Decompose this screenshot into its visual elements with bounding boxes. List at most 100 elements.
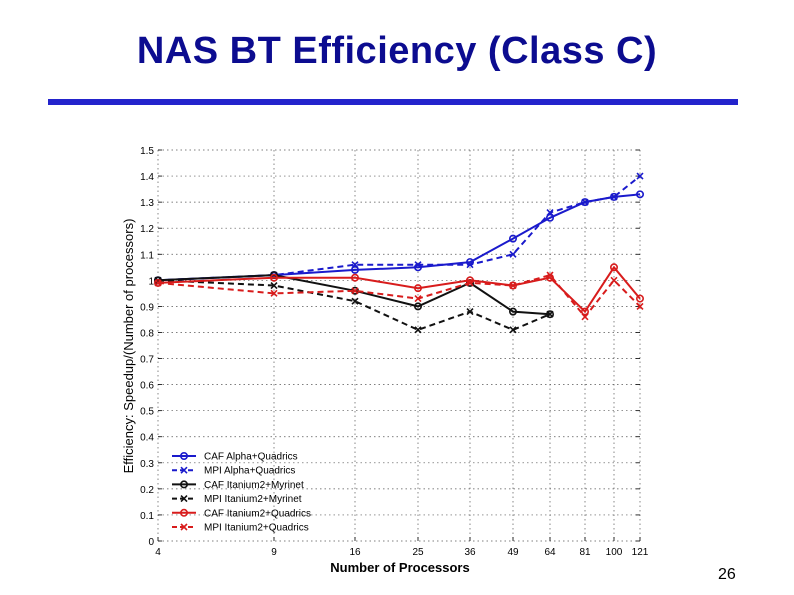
data-point-x-stroke <box>414 295 422 303</box>
data-point-x <box>636 172 644 180</box>
series-mpi-alpha-quadrics <box>154 172 644 284</box>
data-point-x-stroke <box>180 466 188 474</box>
data-point-x-stroke <box>180 523 188 531</box>
data-point-circle <box>635 190 644 199</box>
data-point-x <box>351 261 359 269</box>
y-tick-label: 0.5 <box>140 407 154 418</box>
data-point-x <box>636 302 644 310</box>
data-point-x-stroke <box>636 172 644 180</box>
legend-item: MPI Alpha+Quadrics <box>172 466 295 477</box>
data-point-circle <box>508 307 517 316</box>
slide-title: NAS BT Efficiency (Class C) <box>136 30 658 72</box>
data-point-circle <box>269 273 278 282</box>
x-axis-label: Number of Processors <box>330 560 469 575</box>
data-point-x <box>414 326 422 334</box>
x-tick-label: 36 <box>464 547 476 558</box>
y-tick-label: 1 <box>148 276 154 287</box>
x-tick-label: 49 <box>507 547 519 558</box>
data-point-x <box>270 281 278 290</box>
data-point-x-stroke <box>509 281 517 290</box>
y-tick-label: 1.5 <box>140 146 154 157</box>
data-point-x <box>610 276 618 284</box>
y-tick-label: 0.8 <box>140 328 154 339</box>
y-tick-label: 0.1 <box>140 511 154 522</box>
data-point-x-stroke <box>610 193 618 201</box>
data-point-x-stroke <box>546 271 554 279</box>
data-point-circle <box>545 310 554 319</box>
data-point-x <box>546 271 554 279</box>
series-caf-alpha-quadrics <box>154 190 644 285</box>
page-number: 26 <box>718 566 736 583</box>
data-point-x-stroke <box>509 326 517 334</box>
series-line <box>157 265 641 314</box>
legend-item: CAF Itanium2+Quadrics <box>172 508 311 519</box>
y-tick-label: 1.1 <box>140 250 154 261</box>
data-point-x <box>581 313 589 321</box>
data-point-x <box>466 261 474 269</box>
legend-item: CAF Itanium2+Myrinet <box>172 480 304 491</box>
data-point-circle <box>609 263 618 272</box>
data-point-x <box>351 297 359 305</box>
y-tick-label: 1.4 <box>140 172 154 183</box>
data-point-circle <box>508 234 517 243</box>
data-point-x-stroke <box>466 261 474 269</box>
data-point-x <box>351 287 359 295</box>
x-tick-label: 121 <box>632 547 649 558</box>
y-tick-label: 0.7 <box>140 355 154 366</box>
legend-item: CAF Alpha+Quadrics <box>172 452 298 463</box>
y-axis-label: Efficiency: Speedup/(Number of processor… <box>121 219 136 474</box>
legend-label: MPI Alpha+Quadrics <box>204 466 295 477</box>
axes: 0 0.1 0.2 0.3 0.4 0.5 0.6 0.7 0.8 0.9 1 1.1 1.2 1.3 1.… <box>140 146 649 558</box>
x-tick-label: 16 <box>349 547 361 558</box>
data-point-circle <box>635 294 644 303</box>
grid-lines <box>157 149 641 542</box>
data-point-x-stroke <box>351 287 359 295</box>
data-point-x-stroke <box>180 495 188 503</box>
legend-label: CAF Itanium2+Quadrics <box>204 508 311 519</box>
data-point-x-stroke <box>466 308 474 316</box>
x-tick-label: 4 <box>155 547 161 558</box>
data-point-x <box>466 308 474 316</box>
y-tick-label: 1.2 <box>140 224 154 235</box>
legend-label: MPI Itanium2+Quadrics <box>204 523 309 534</box>
data-point-x-stroke <box>270 289 278 297</box>
data-point-circle <box>180 451 189 460</box>
legend-item: MPI Itanium2+Quadrics <box>172 523 309 534</box>
x-tick-label: 9 <box>271 547 277 558</box>
x-tick-label: 100 <box>606 547 623 558</box>
data-point-x-stroke <box>154 279 162 287</box>
data-point-circle <box>180 508 189 517</box>
data-point-x <box>581 198 589 206</box>
data-point-x <box>509 281 517 290</box>
data-point-x-stroke <box>351 297 359 305</box>
legend-label: CAF Itanium2+Myrinet <box>204 480 304 491</box>
data-point-x-stroke <box>610 276 618 284</box>
data-point-circle <box>180 480 189 489</box>
data-point-x <box>546 310 554 318</box>
legend-label: MPI Itanium2+Myrinet <box>204 494 302 505</box>
data-point-circle <box>545 213 554 222</box>
y-tick-label: 1.3 <box>140 198 154 209</box>
data-point-circle <box>350 273 359 282</box>
data-point-x <box>180 495 188 503</box>
data-point-x-stroke <box>351 261 359 269</box>
legend-item: MPI Itanium2+Myrinet <box>172 494 302 505</box>
x-tick-label: 81 <box>579 547 591 558</box>
data-point-x <box>270 289 278 297</box>
data-point-x-stroke <box>270 281 278 290</box>
data-point-x-stroke <box>509 250 517 258</box>
data-point-x <box>546 208 554 217</box>
data-point-x-stroke <box>414 326 422 334</box>
y-tick-label: 0.9 <box>140 302 154 313</box>
series-line <box>157 175 641 282</box>
y-tick-label: 0.2 <box>140 485 154 496</box>
legend-label: CAF Alpha+Quadrics <box>204 452 298 463</box>
data-point-circle <box>350 265 359 274</box>
data-point-x-stroke <box>414 261 422 269</box>
x-tick-label: 64 <box>544 547 556 558</box>
data-point-x-stroke <box>581 313 589 321</box>
data-point-x-stroke <box>546 208 554 217</box>
data-point-circle <box>413 284 422 293</box>
series-mpi-itanium2-myrinet <box>154 276 554 334</box>
